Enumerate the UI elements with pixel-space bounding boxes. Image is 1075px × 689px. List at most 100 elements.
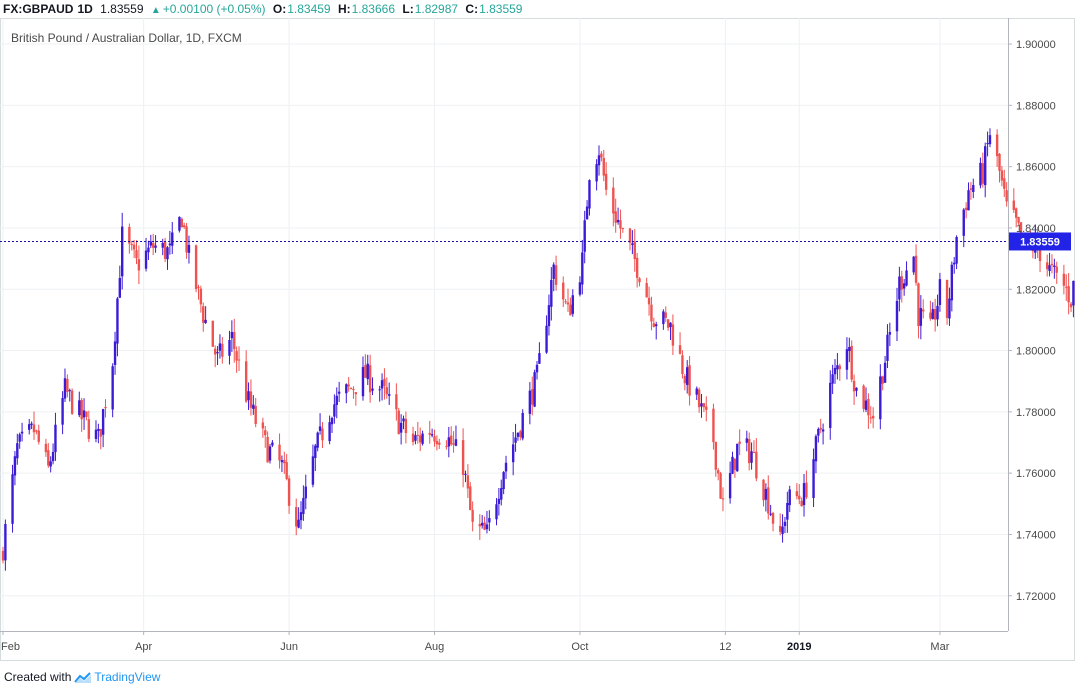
tradingview-link[interactable]: TradingView xyxy=(94,670,160,684)
candle-body xyxy=(881,376,883,383)
candle-body xyxy=(21,432,23,434)
candle-body xyxy=(769,514,771,515)
candle-body xyxy=(479,524,481,526)
candle-body xyxy=(378,389,380,390)
candle-body xyxy=(700,403,702,406)
candle-body xyxy=(920,308,922,326)
candle-body xyxy=(166,247,168,259)
candle-body xyxy=(1063,274,1065,286)
candle-body xyxy=(121,227,123,277)
candle-body xyxy=(204,320,206,323)
candle-body xyxy=(212,321,214,347)
candle-body xyxy=(302,498,304,514)
candle-body xyxy=(364,365,366,378)
symbol-name[interactable]: FX:GBPAUD xyxy=(3,2,73,16)
candle-body xyxy=(338,392,340,394)
candle-body xyxy=(905,270,907,285)
candle-body xyxy=(650,305,652,322)
candle-body xyxy=(817,429,819,436)
chart-title: British Pound / Australian Dollar, 1D, F… xyxy=(11,31,242,45)
candle-body xyxy=(221,344,223,357)
open-label: O: xyxy=(273,2,286,16)
candle-body xyxy=(688,365,690,395)
candle-body xyxy=(252,405,254,409)
candle-body xyxy=(1048,265,1050,271)
candle-body xyxy=(52,452,54,461)
candle-body xyxy=(672,324,674,345)
candle-body xyxy=(312,456,314,484)
candle-body xyxy=(870,417,872,418)
low-value: 1.82987 xyxy=(415,2,458,16)
candle-body xyxy=(45,444,47,452)
candle-body xyxy=(839,366,841,369)
candle-body xyxy=(834,368,836,374)
candle-body xyxy=(83,410,85,417)
candle-body xyxy=(133,245,135,250)
candle-body xyxy=(929,313,931,319)
candle-body xyxy=(4,524,6,560)
close-label: C: xyxy=(465,2,478,16)
candle-body xyxy=(836,365,838,369)
candle-body xyxy=(996,134,998,156)
candle-body xyxy=(514,437,516,442)
candle-body xyxy=(989,135,991,144)
candle-body xyxy=(951,265,953,301)
candlestick-chart[interactable]: 1.900001.880001.860001.840001.820001.800… xyxy=(0,18,1075,661)
candle-body xyxy=(631,243,633,245)
candle-body xyxy=(545,326,547,353)
candle-body xyxy=(264,430,266,435)
candle-body xyxy=(536,365,538,372)
candle-body xyxy=(729,473,731,498)
y-tick-label: 1.88000 xyxy=(1016,100,1056,112)
candle-body xyxy=(405,419,407,433)
candle-body xyxy=(781,527,783,535)
candle-body xyxy=(35,430,37,431)
candle-body xyxy=(386,387,388,394)
candle-body xyxy=(183,225,185,227)
candle-body xyxy=(414,435,416,441)
candle-body xyxy=(600,154,602,158)
candle-body xyxy=(998,154,1000,171)
candle-body xyxy=(371,389,373,391)
candle-body xyxy=(734,459,736,470)
candle-body xyxy=(731,457,733,474)
candle-body xyxy=(231,332,233,338)
candle-body xyxy=(851,346,853,380)
candle-body xyxy=(138,259,140,270)
candle-body xyxy=(195,245,197,289)
close-value: 1.83559 xyxy=(479,2,522,16)
candle-body xyxy=(345,384,347,393)
candle-body xyxy=(569,305,571,316)
candle-body xyxy=(963,210,965,236)
candle-body xyxy=(629,229,631,243)
candle-body xyxy=(455,439,457,445)
candle-body xyxy=(328,422,330,441)
candle-body xyxy=(188,245,190,253)
interval-label[interactable]: 1D xyxy=(77,2,92,16)
candle-body xyxy=(498,499,500,504)
candle-body xyxy=(281,460,283,462)
candle-body xyxy=(102,409,104,435)
candle-body xyxy=(512,444,514,462)
candle-body xyxy=(872,416,874,419)
candle-body xyxy=(114,341,116,365)
candle-body xyxy=(347,385,349,387)
candle-body xyxy=(319,426,321,430)
candle-body xyxy=(862,386,864,409)
created-with-label: Created with xyxy=(4,670,71,684)
candle-body xyxy=(288,478,290,505)
candle-body xyxy=(145,251,147,269)
candle-body xyxy=(49,461,51,466)
candle-body xyxy=(164,242,166,259)
candle-body xyxy=(779,526,781,532)
candle-body xyxy=(750,451,752,462)
candle-body xyxy=(64,378,66,398)
candle-body xyxy=(912,257,914,273)
candle-body xyxy=(772,513,774,524)
candle-body xyxy=(984,146,986,185)
candle-body xyxy=(147,248,149,253)
candle-body xyxy=(796,491,798,496)
candle-body xyxy=(402,418,404,421)
candle-body xyxy=(562,283,564,300)
